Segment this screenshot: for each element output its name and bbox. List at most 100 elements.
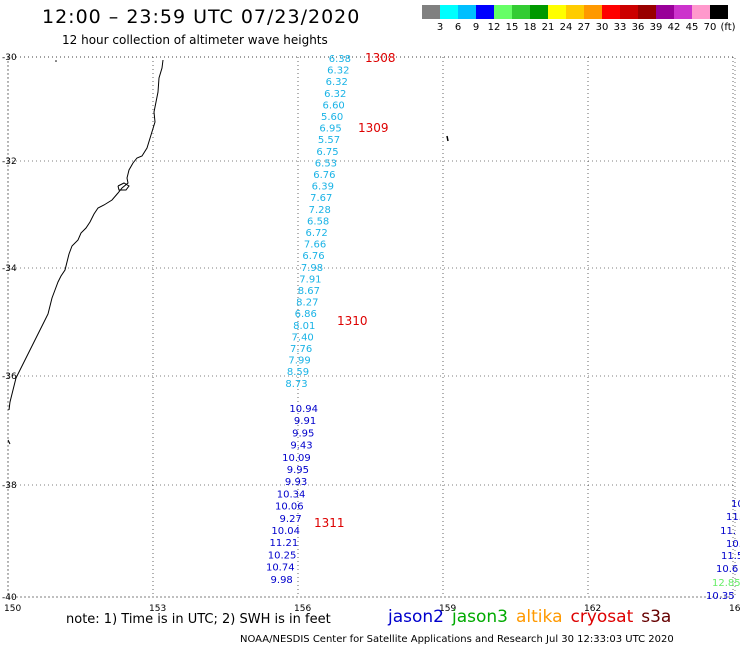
legend-label: 27: [577, 22, 591, 33]
wave-height-value: 7.91: [299, 274, 321, 285]
island-dot: [55, 60, 57, 62]
legend-label: 36: [631, 22, 645, 33]
legend-swatch: [584, 5, 602, 19]
satellite-altika: altika: [516, 607, 563, 627]
wave-height-value: 7.76: [290, 344, 312, 355]
wave-height-value: 8.27: [296, 298, 318, 309]
time-label: 1308: [365, 51, 396, 65]
wave-height-value: 11.21: [270, 538, 299, 549]
legend-label: (ft): [720, 22, 736, 33]
legend-swatch: [422, 5, 440, 19]
wave-height-value: 7.28: [309, 205, 331, 216]
wave-height-value: 9.95: [287, 465, 309, 476]
legend-label: 18: [523, 22, 537, 33]
wave-height-value: 6.32: [326, 77, 348, 88]
legend-swatch: [530, 5, 548, 19]
legend-swatch: [476, 5, 494, 19]
legend-label: 9: [472, 22, 480, 33]
legend-swatch: [566, 5, 584, 19]
lat-label: -38: [2, 481, 17, 491]
legend-label: 39: [649, 22, 663, 33]
wave-height-value: 6.86: [295, 309, 317, 320]
wave-height-value: 9.43: [290, 441, 312, 452]
lat-label: -40: [2, 593, 17, 603]
wave-height-value: 11.: [720, 526, 736, 537]
color-scale-legend: 3 6 9 12 15 18 21 24 27 30 33 36 39 42 45 70 (ft): [422, 5, 736, 33]
legend-swatch: [512, 5, 530, 19]
coastline: [8, 59, 164, 411]
lon-label: 162: [584, 604, 601, 614]
wave-height-value: 10.09: [282, 453, 311, 464]
wave-height-value: 8.67: [298, 286, 320, 297]
wave-height-value: 10.: [726, 539, 740, 550]
lon-label: 150: [4, 604, 21, 614]
legend-swatch: [692, 5, 710, 19]
legend-swatch: [458, 5, 476, 19]
satellite-jason3: jason3: [452, 607, 508, 627]
wave-height-value: 10.6: [716, 564, 738, 575]
wave-height-value: 10.25: [268, 550, 297, 561]
units-note: note: 1) Time is in UTC; 2) SWH is in fe…: [66, 612, 331, 627]
wave-height-value: 6.32: [327, 66, 349, 77]
legend-label: 6: [454, 22, 462, 33]
wave-height-value: 7.40: [292, 332, 314, 343]
wave-height-value: 6.58: [307, 216, 329, 227]
legend-label: 15: [505, 22, 519, 33]
wave-height-value: 9.98: [271, 575, 293, 586]
map-title: 12:00 – 23:59 UTC 07/23/2020: [42, 6, 361, 28]
wave-height-value: 9.27: [280, 514, 302, 525]
satellite-s3a: s3a: [641, 607, 672, 627]
wave-height-value: 6.60: [323, 100, 345, 111]
wave-height-value: 6.39: [312, 182, 334, 193]
legend-label: 3: [436, 22, 444, 33]
wave-height-value: 5.60: [321, 112, 343, 123]
wave-height-value: 10.94: [289, 404, 318, 415]
legend-swatch: [710, 5, 728, 19]
legend-swatch: [638, 5, 656, 19]
wave-height-value: 10.06: [275, 502, 304, 513]
wave-height-value: 10.74: [266, 563, 295, 574]
wave-height-value: 11.5: [721, 551, 740, 562]
legend-label: 12: [487, 22, 501, 33]
legend-swatch: [548, 5, 566, 19]
time-label: 1311: [314, 516, 345, 530]
legend-label: 45: [685, 22, 699, 33]
coastline-inlet: [117, 182, 130, 191]
map-frame: [7, 56, 736, 598]
wave-height-value: 6.53: [315, 158, 337, 169]
wave-height-value: 6.76: [302, 251, 324, 262]
wave-height-value: 9.93: [285, 477, 307, 488]
wave-height-value: 8.59: [287, 367, 309, 378]
time-label: 1310: [337, 314, 368, 328]
wave-height-value: 9.91: [294, 416, 316, 427]
legend-swatch: [656, 5, 674, 19]
wave-height-value: 6.72: [305, 228, 327, 239]
wave-height-value: 7.99: [288, 356, 310, 367]
legend-swatch: [620, 5, 638, 19]
legend-label: 70: [703, 22, 717, 33]
satellite-cryosat: cryosat: [570, 607, 634, 627]
credit-line: NOAA/NESDIS Center for Satellite Applica…: [240, 634, 674, 645]
lon-label: 156: [294, 604, 311, 614]
wave-height-value: 6.38: [329, 54, 351, 65]
wave-height-value: 8.01: [293, 321, 315, 332]
wave-height-value: 10.04: [271, 526, 300, 537]
legend-swatch: [440, 5, 458, 19]
wave-height-value: 6.32: [324, 89, 346, 100]
legend-label: 33: [613, 22, 627, 33]
time-label: 1309: [358, 121, 389, 135]
wave-height-value: 6.76: [313, 170, 335, 181]
legend-swatch: [674, 5, 692, 19]
wave-height-value: 7.98: [301, 263, 323, 274]
lat-label: -30: [2, 53, 17, 63]
lat-label: -34: [2, 264, 17, 274]
wave-height-value: 10.35: [706, 591, 735, 602]
map-subtitle: 12 hour collection of altimeter wave hei…: [62, 33, 328, 47]
wave-height-value: 7.67: [310, 193, 332, 204]
wave-height-value: 6.95: [319, 124, 341, 135]
legend-label: 42: [667, 22, 681, 33]
island-mark: [446, 135, 449, 142]
legend-label: 21: [541, 22, 555, 33]
legend-swatch: [494, 5, 512, 19]
